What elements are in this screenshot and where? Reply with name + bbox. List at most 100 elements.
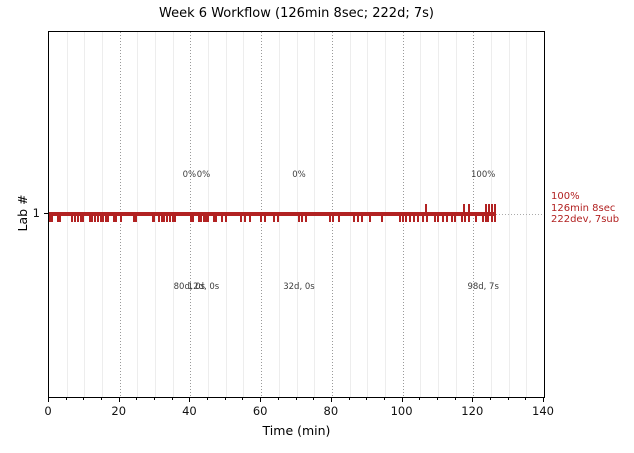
- edit-event-tick: [484, 216, 487, 222]
- x-tick-mark: [189, 398, 191, 402]
- edit-event-tick: [460, 216, 463, 222]
- edit-event-tick: [59, 216, 62, 222]
- edit-event-tick: [197, 216, 200, 222]
- edit-event-tick: [264, 216, 267, 222]
- edit-event-tick: [102, 216, 105, 222]
- x-minor-tick: [348, 398, 350, 400]
- edit-event-tick: [89, 216, 91, 222]
- y-tick-label: 1: [32, 206, 40, 220]
- edit-event-tick: [207, 216, 210, 222]
- edit-event-tick: [104, 216, 107, 222]
- edit-event-tick: [96, 216, 99, 222]
- x-tick-label: 40: [182, 404, 197, 418]
- edit-event-tick: [113, 216, 116, 222]
- edit-event-tick: [99, 216, 102, 222]
- segment-annotation-percent: 0%: [182, 170, 197, 180]
- edit-event-tick: [260, 216, 263, 222]
- edit-event-tick: [487, 216, 490, 222]
- edit-event-tick: [120, 216, 123, 222]
- edit-event-tick: [360, 216, 363, 222]
- edit-event-tick: [171, 216, 174, 222]
- edit-event-tick: [79, 216, 82, 222]
- edit-event-tick: [451, 216, 454, 222]
- edit-event-tick: [416, 216, 419, 222]
- edit-event-tick: [189, 216, 192, 222]
- edit-event-tick: [158, 216, 161, 222]
- x-minor-tick: [313, 398, 315, 400]
- summary-line-devsub: 222dev, 7sub: [551, 214, 620, 225]
- edit-event-tick: [153, 216, 156, 222]
- edit-event-tick: [356, 216, 359, 222]
- segment-annotation-deltas: 12d, 0s: [187, 282, 220, 292]
- segment-annotation-percent: 100%: [471, 170, 496, 180]
- edit-event-tick: [94, 216, 97, 222]
- x-tick-mark: [48, 398, 49, 402]
- edit-event-tick: [402, 216, 405, 222]
- x-minor-tick: [83, 398, 85, 400]
- x-minor-tick: [454, 398, 456, 400]
- edit-event-tick: [297, 216, 300, 222]
- edit-event-tick: [300, 216, 303, 222]
- segment-annotation-percent: 0%: [196, 170, 211, 180]
- edit-event-tick: [352, 216, 355, 222]
- summary-line-time: 126min 8sec: [551, 202, 616, 214]
- edit-event-tick: [220, 216, 223, 222]
- edit-event-tick: [168, 216, 171, 222]
- edit-event-tick: [337, 216, 340, 222]
- edit-event-tick: [468, 216, 471, 222]
- x-minor-tick: [154, 398, 156, 400]
- edit-event-tick: [165, 216, 168, 222]
- edit-event-tick: [277, 216, 280, 222]
- edit-event-tick: [481, 216, 484, 222]
- x-tick-mark: [543, 398, 544, 402]
- edit-event-tick: [243, 216, 246, 222]
- edit-event-tick: [107, 216, 110, 222]
- edit-event-tick: [115, 216, 118, 222]
- x-tick-label: 120: [461, 404, 484, 418]
- x-minor-tick: [525, 398, 527, 400]
- x-minor-tick: [489, 398, 491, 400]
- edit-event-tick: [77, 216, 80, 222]
- segment-annotation-deltas: 80d, 0s: [173, 282, 206, 292]
- edit-event-tick: [412, 216, 415, 222]
- chart-title: Week 6 Workflow (126min 8sec; 222d; 7s): [159, 6, 434, 21]
- activity-band: [49, 212, 497, 216]
- x-minor-tick: [136, 398, 138, 400]
- x-tick-label: 60: [252, 404, 268, 418]
- edit-event-tick: [174, 216, 177, 222]
- edit-event-tick: [132, 216, 135, 222]
- edit-event-tick: [239, 216, 242, 222]
- edit-event-tick: [304, 216, 307, 222]
- edit-event-tick: [381, 216, 384, 222]
- edit-event-tick: [493, 216, 496, 222]
- edit-event-tick: [422, 216, 425, 222]
- x-minor-tick: [295, 398, 297, 400]
- edit-event-tick: [442, 216, 445, 222]
- x-minor-tick: [242, 398, 244, 400]
- summary-label: 100% 126min 8sec 222dev, 7sub: [551, 191, 619, 226]
- edit-event-tick: [434, 216, 437, 222]
- x-tick-label: 0: [44, 404, 52, 418]
- submission-event-tick: [493, 204, 496, 212]
- edit-event-tick: [204, 216, 207, 222]
- edit-event-tick: [249, 216, 252, 222]
- x-minor-tick: [419, 398, 421, 400]
- x-tick-mark: [260, 398, 262, 402]
- x-tick-label: 140: [532, 404, 554, 418]
- edit-event-tick: [151, 216, 154, 222]
- edit-event-tick: [225, 216, 228, 222]
- y-tick-mark: [44, 213, 48, 214]
- segment-annotation-percent: 0%: [292, 170, 306, 180]
- edit-event-tick: [191, 216, 194, 222]
- edit-event-tick: [163, 216, 166, 222]
- edit-event-tick: [399, 216, 402, 222]
- edit-event-tick: [475, 216, 478, 222]
- edit-event-tick: [202, 216, 205, 222]
- x-tick-mark: [472, 398, 474, 402]
- x-minor-tick: [224, 398, 226, 400]
- edit-event-tick: [437, 216, 440, 222]
- x-minor-tick: [366, 398, 368, 400]
- edit-event-tick: [134, 216, 137, 222]
- submission-event-tick: [463, 204, 466, 212]
- edit-event-tick: [90, 216, 93, 222]
